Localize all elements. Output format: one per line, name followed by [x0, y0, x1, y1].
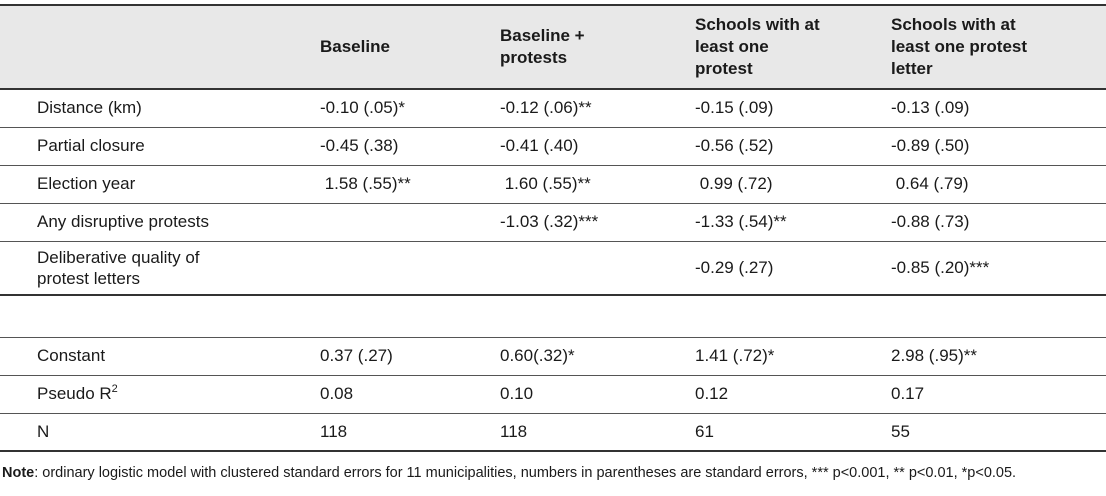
regression-table: Baseline Baseline + protests Schools wit…: [0, 4, 1106, 452]
table-row: Constant 0.37 (.27) 0.60(.32)* 1.41 (.72…: [0, 337, 1106, 375]
table-cell: -0.88 (.73): [891, 212, 970, 231]
row-label: N: [37, 421, 50, 441]
table-row: Pseudo R2 0.08 0.10 0.12 0.17: [0, 375, 1106, 413]
table-cell: [480, 241, 675, 295]
row-label: Deliberative quality of protest letters: [37, 247, 200, 288]
table-cell: -0.41 (.40): [500, 136, 579, 155]
header-cell-empty: [0, 5, 300, 89]
table-cell: -0.45 (.38): [320, 136, 399, 155]
table-row: Partial closure -0.45 (.38) -0.41 (.40) …: [0, 127, 1106, 165]
row-label-text: Pseudo R: [37, 384, 112, 403]
row-label: Distance (km): [37, 98, 142, 118]
table-note: Note: ordinary logistic model with clust…: [2, 465, 1016, 481]
header-row: Baseline Baseline + protests Schools wit…: [0, 5, 1106, 89]
table-cell: 0.17: [891, 384, 925, 403]
table-cell: 0.60(.32)*: [500, 346, 575, 365]
header-baseline-protests: Baseline + protests: [500, 26, 585, 67]
table-cell: -1.03 (.32)***: [500, 212, 599, 231]
note-label: Note: [2, 465, 35, 481]
table-cell: -0.89 (.50): [891, 136, 970, 155]
table-row: Distance (km) -0.10 (.05)* -0.12 (.06)**…: [0, 89, 1106, 127]
table-cell: 118: [500, 421, 528, 441]
table-cell: 0.08: [320, 384, 354, 403]
table-row: Deliberative quality of protest letters …: [0, 241, 1106, 295]
row-label: Partial closure: [37, 136, 145, 155]
table-row: Any disruptive protests -1.03 (.32)*** -…: [0, 203, 1106, 241]
table-cell: 0.64 (.79): [891, 174, 969, 193]
spacer-row: [0, 295, 1106, 337]
table-cell: -0.12 (.06)**: [500, 98, 592, 118]
table-cell: -0.13 (.09): [891, 98, 970, 118]
spacer-cell: [0, 295, 1106, 337]
table-cell: -0.85 (.20)***: [891, 257, 990, 277]
table-cell: -1.33 (.54)**: [695, 212, 787, 231]
table-cell: 0.10: [500, 384, 534, 403]
header-baseline: Baseline: [320, 37, 390, 56]
superscript: 2: [111, 383, 118, 395]
table-cell: -0.29 (.27): [695, 257, 774, 277]
table-cell: 0.12: [695, 384, 729, 403]
row-label: Pseudo R2: [0, 375, 300, 413]
table-cell: 0.37 (.27): [320, 346, 393, 365]
row-label: Constant: [37, 346, 106, 365]
header-schools-protest: Schools with at least one protest: [695, 15, 820, 78]
table-cell: 1.41 (.72)*: [695, 346, 775, 365]
table-cell: 118: [320, 421, 348, 441]
row-label: Any disruptive protests: [37, 212, 209, 231]
table-cell: -0.15 (.09): [695, 98, 774, 118]
table-cell: 0.99 (.72): [695, 174, 773, 193]
table-cell: -0.10 (.05)*: [320, 98, 406, 118]
row-label: Election year: [37, 174, 136, 193]
regression-table-container: Baseline Baseline + protests Schools wit…: [0, 4, 1106, 452]
table-row: Election year 1.58 (.55)** 1.60 (.55)** …: [0, 165, 1106, 203]
table-row: N 118 118 61 55: [0, 413, 1106, 451]
note-text: : ordinary logistic model with clustered…: [34, 465, 1017, 481]
table-cell: -0.56 (.52): [695, 136, 774, 155]
table-cell: [300, 241, 480, 295]
table-cell: 2.98 (.95)**: [891, 346, 977, 365]
table-cell: 55: [891, 421, 910, 441]
header-schools-protest-letter: Schools with at least one protest letter: [891, 15, 1028, 78]
table-cell: 61: [695, 421, 714, 441]
table-cell: [300, 203, 480, 241]
table-cell: 1.60 (.55)**: [500, 174, 591, 193]
table-cell: 1.58 (.55)**: [320, 174, 411, 193]
